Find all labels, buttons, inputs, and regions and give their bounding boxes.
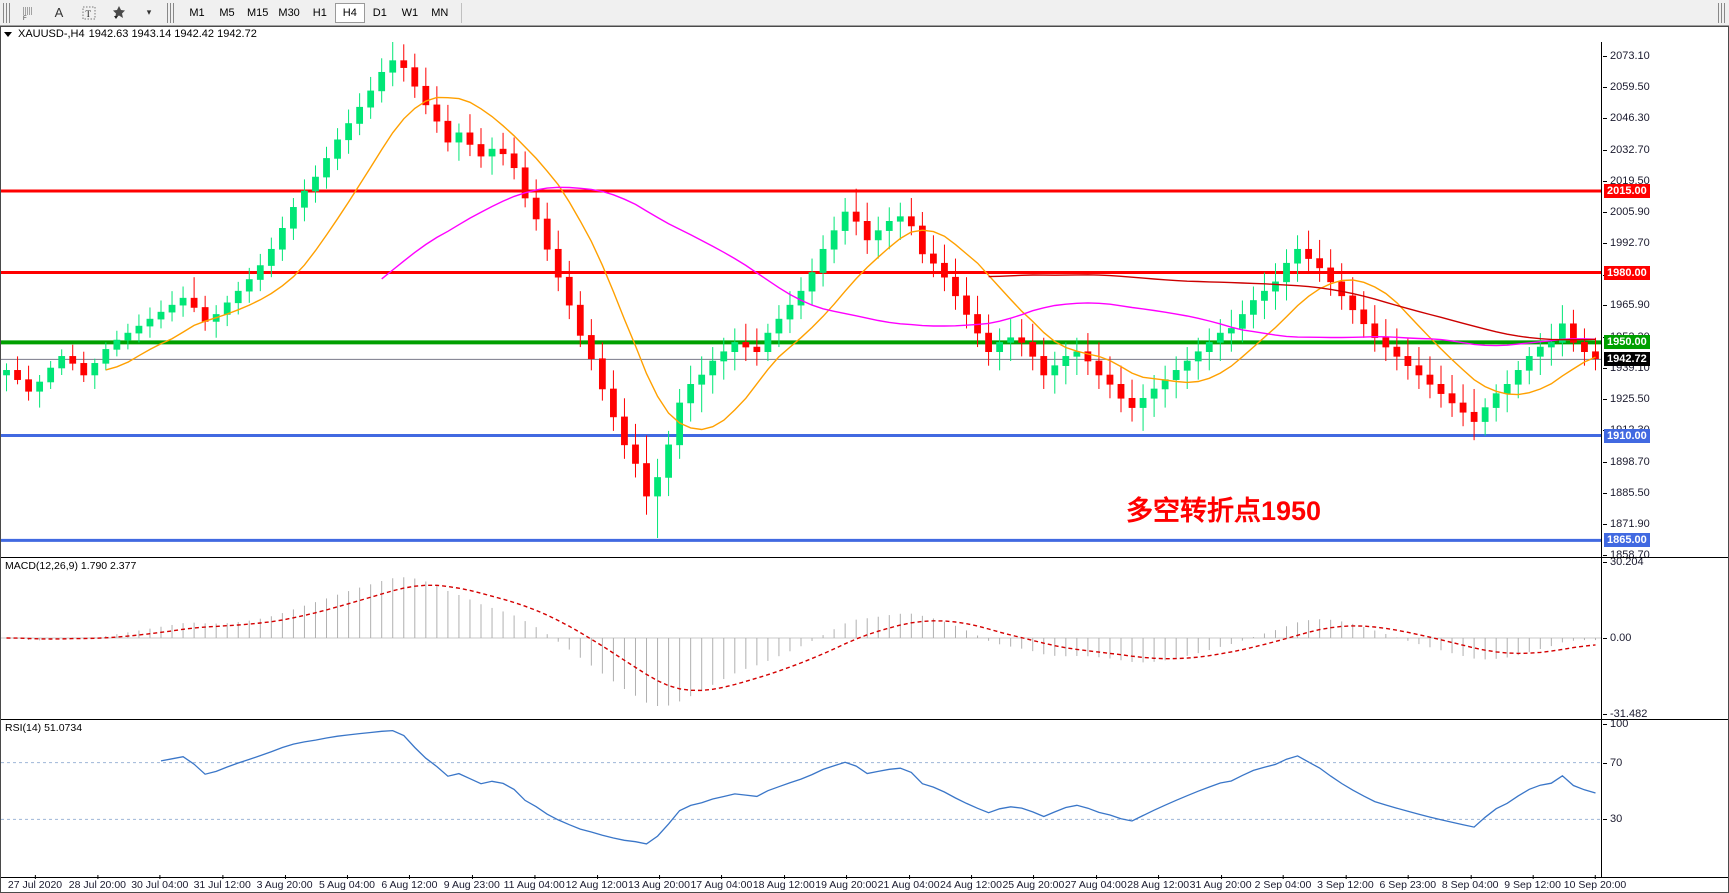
timeframe-h1[interactable]: H1 bbox=[312, 6, 327, 19]
price-tick-label: 2059.50 bbox=[1603, 81, 1650, 94]
price-tick-label: 1885.50 bbox=[1603, 486, 1650, 499]
time-tick-label: 28 Aug 12:00 bbox=[1127, 875, 1190, 891]
timeframe-m15[interactable]: M15 bbox=[247, 6, 269, 19]
text-box-icon[interactable]: T bbox=[74, 1, 104, 25]
indicator-scale-label: 100 bbox=[1602, 718, 1629, 730]
timeframe-h4[interactable]: H4 bbox=[334, 2, 365, 23]
time-tick-label: 11 Aug 04:00 bbox=[503, 875, 565, 891]
price-tick-label: 1965.90 bbox=[1603, 299, 1650, 312]
price-tick-label: 1858.70 bbox=[1603, 549, 1650, 561]
toolbar-grip-left[interactable] bbox=[3, 2, 11, 23]
text-label-glyph: A bbox=[54, 5, 64, 20]
time-tick-label: 13 Aug 20:00 bbox=[628, 875, 690, 891]
time-tick-label: 9 Aug 23:00 bbox=[443, 875, 500, 891]
symbol-ohlc: 1942.63 1943.14 1942.42 1942.72 bbox=[88, 28, 257, 40]
time-tick-label: 3 Sep 12:00 bbox=[1317, 875, 1374, 891]
time-tick-label: 21 Aug 04:00 bbox=[877, 875, 940, 891]
time-axis[interactable]: 27 Jul 2020 28 Jul 20:00 30 Jul 04:00 31 Ju… bbox=[1, 875, 1728, 892]
price-level-badge[interactable]: 1865.00 bbox=[1604, 533, 1650, 548]
chart-canvas[interactable] bbox=[1, 42, 1601, 877]
time-tick-label: 10 Sep 20:00 bbox=[1563, 875, 1627, 891]
time-tick-label: 5 Aug 04:00 bbox=[318, 875, 376, 891]
chart-svg bbox=[1, 42, 1601, 845]
timeframe-m5[interactable]: M5 bbox=[219, 6, 235, 19]
indicator-scale-label: 30 bbox=[1602, 813, 1623, 826]
price-tick-label: 1992.70 bbox=[1603, 236, 1650, 249]
time-tick-label: 17 Aug 04:00 bbox=[690, 875, 753, 891]
time-tick-label: 9 Sep 12:00 bbox=[1504, 875, 1561, 891]
symbol-info-bar: XAUUSD-,H4 1942.63 1943.14 1942.42 1942.… bbox=[1, 27, 1728, 41]
price-tick-label: 2005.90 bbox=[1603, 206, 1650, 219]
timeframe-m1[interactable]: M1 bbox=[189, 6, 205, 19]
time-tick-label: 25 Aug 20:00 bbox=[1002, 875, 1065, 891]
time-tick-label: 27 Jul 2020 bbox=[7, 875, 63, 891]
toolbar-grip-timeframes[interactable] bbox=[167, 2, 175, 23]
svg-text:T: T bbox=[86, 9, 92, 19]
collapse-chevron-icon[interactable] bbox=[4, 31, 12, 37]
toolbar-grip-right[interactable] bbox=[1718, 2, 1726, 23]
rsi-panel-divider bbox=[1, 719, 1728, 720]
timeframe-group: M1 M5 M15 M30 H1 H4 D1 W1 MN bbox=[182, 2, 455, 23]
text-label-icon[interactable]: A bbox=[44, 1, 74, 25]
time-tick-label: 12 Aug 12:00 bbox=[565, 875, 628, 891]
price-level-badge[interactable]: 2015.00 bbox=[1604, 184, 1650, 199]
price-level-badge[interactable]: 1980.00 bbox=[1604, 265, 1650, 280]
time-tick-label: 31 Jul 12:00 bbox=[193, 875, 251, 891]
time-tick-label: 8 Sep 04:00 bbox=[1441, 875, 1499, 891]
macd-panel-divider bbox=[1, 557, 1728, 558]
symbol-name: XAUUSD-,H4 bbox=[18, 28, 85, 40]
time-tick-label: 6 Sep 23:00 bbox=[1379, 875, 1437, 891]
dropdown-arrow-glyph: ▾ bbox=[146, 7, 152, 17]
time-tick-label: 27 Aug 04:00 bbox=[1064, 875, 1127, 891]
dropdown-arrow-icon[interactable]: ▾ bbox=[134, 1, 164, 25]
timeframe-d1[interactable]: D1 bbox=[372, 6, 387, 19]
timeframe-mn[interactable]: MN bbox=[431, 6, 449, 19]
indicator-scale-label: 70 bbox=[1602, 756, 1623, 769]
price-tick-label: 2019.50 bbox=[1603, 174, 1650, 187]
crosshair-icon[interactable]: F bbox=[14, 1, 44, 25]
price-tick-label: 1898.70 bbox=[1603, 455, 1650, 468]
shapes-icon[interactable] bbox=[104, 1, 134, 25]
svg-text:F: F bbox=[23, 16, 27, 21]
indicator-scale-label: 0.00 bbox=[1602, 632, 1632, 644]
time-tick-label: 24 Aug 12:00 bbox=[940, 875, 1002, 891]
timeframe-w1[interactable]: W1 bbox=[401, 6, 419, 19]
indicator-scale-label: -31.482 bbox=[1602, 708, 1648, 720]
rsi-indicator-label: RSI(14) 51.0734 bbox=[5, 722, 83, 734]
price-tick-label: 2073.10 bbox=[1603, 49, 1650, 62]
chart-window: XAUUSD-,H4 1942.63 1943.14 1942.42 1942.… bbox=[0, 26, 1729, 893]
timeframe-m30[interactable]: M30 bbox=[278, 6, 300, 19]
toolbar-separator bbox=[460, 2, 462, 23]
macd-indicator-label: MACD(12,26,9) 1.790 2.377 bbox=[5, 560, 137, 572]
time-tick-label: 31 Aug 20:00 bbox=[1189, 875, 1252, 891]
price-level-badge[interactable]: 1950.00 bbox=[1604, 335, 1650, 350]
time-tick-label: 2 Sep 04:00 bbox=[1254, 875, 1312, 891]
price-axis[interactable]: 2073.10 2059.50 2046.30 2032.70 2019.50 2005.… bbox=[1601, 42, 1728, 877]
chart-plot-area[interactable]: 2073.10 2059.50 2046.30 2032.70 2019.50 2005.… bbox=[1, 42, 1728, 892]
time-tick-label: 3 Aug 20:00 bbox=[256, 875, 313, 891]
price-level-badge[interactable]: 1942.72 bbox=[1604, 352, 1650, 367]
price-tick-label: 1925.50 bbox=[1603, 393, 1650, 406]
time-tick-label: 18 Aug 12:00 bbox=[752, 875, 815, 891]
indicator-scale-label: 30.204 bbox=[1603, 556, 1644, 568]
price-tick-label: 2032.70 bbox=[1603, 143, 1650, 156]
price-level-badge[interactable]: 1910.00 bbox=[1604, 428, 1650, 443]
time-tick-label: 19 Aug 20:00 bbox=[815, 875, 878, 891]
time-tick-label: 28 Jul 20:00 bbox=[68, 875, 126, 891]
time-tick-label: 6 Aug 12:00 bbox=[381, 875, 438, 891]
main-toolbar: F A T ▾ M1 M5 M15 M30 H1 H4 D1 W1 MN bbox=[0, 0, 1729, 26]
chart-annotation-text[interactable]: 多空转折点1950 bbox=[1126, 496, 1322, 526]
time-tick-label: 30 Jul 04:00 bbox=[131, 875, 189, 891]
price-tick-label: 2046.30 bbox=[1603, 112, 1650, 125]
price-tick-label: 1871.90 bbox=[1603, 518, 1650, 531]
